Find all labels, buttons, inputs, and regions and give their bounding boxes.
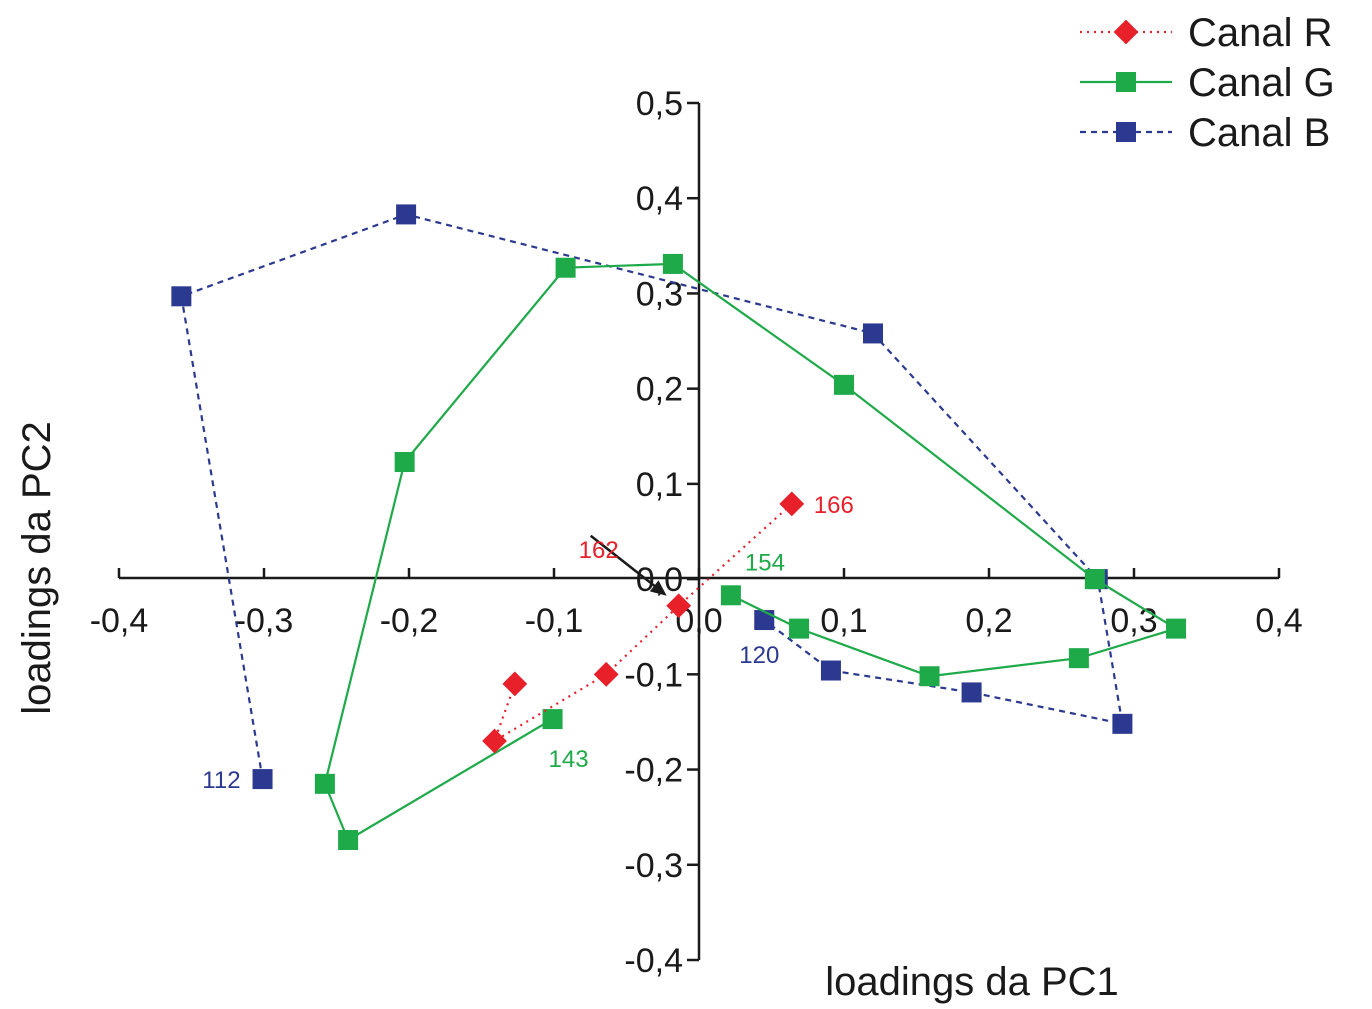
point-canal-b — [252, 769, 273, 790]
y-tick-label: 0,1 — [636, 466, 683, 504]
legend-label-canal-b: Canal B — [1188, 111, 1330, 155]
x-tick-label: 0,4 — [1255, 602, 1302, 640]
series-canal-r — [482, 491, 805, 754]
point-canal-b — [820, 660, 841, 681]
point-canal-r — [482, 728, 507, 754]
legend: Canal R Canal G Canal B — [1080, 11, 1335, 155]
x-axis-title: loadings da PC1 — [825, 960, 1119, 1004]
series-layer — [171, 204, 1187, 851]
point-canal-g — [394, 451, 415, 472]
point-canal-g — [789, 618, 810, 639]
annotation-arrowhead-162 — [649, 580, 667, 596]
legend-item-canal-g: Canal G — [1080, 61, 1335, 105]
x-tick-label: -0,3 — [235, 602, 294, 640]
x-tick-label: 0,1 — [820, 602, 867, 640]
annotation-120: 120 — [739, 642, 779, 669]
point-canal-r — [502, 671, 528, 697]
y-tick-label: -0,2 — [624, 752, 683, 790]
series-canal-g — [314, 253, 1187, 851]
axes: -0,4 -0,3 -0,2 -0,1 0,0 0,1 0,2 0,3 0,4 -0,4-0,3… — [90, 85, 1303, 980]
legend-label-canal-g: Canal G — [1188, 61, 1335, 105]
annotation-162: 162 — [579, 537, 619, 564]
annotation-166: 166 — [814, 492, 854, 519]
point-canal-r — [779, 491, 805, 517]
y-axis-title: loadings da PC2 — [15, 421, 59, 715]
x-tick-label: -0,1 — [525, 602, 584, 640]
legend-marker-canal-b — [1116, 122, 1136, 142]
annotations: 166 162 154 143 120 112 — [202, 492, 854, 794]
point-canal-g — [542, 709, 563, 730]
y-tick-label: 0,5 — [636, 85, 683, 123]
y-tick-label: -0,1 — [624, 656, 683, 694]
legend-label-canal-r: Canal R — [1188, 11, 1333, 55]
annotation-arrow-162 — [589, 534, 662, 592]
x-tick-label: 0,3 — [1110, 602, 1157, 640]
point-canal-r — [666, 593, 692, 619]
point-canal-r — [593, 661, 619, 687]
point-canal-b — [863, 323, 883, 344]
point-canal-g — [1084, 569, 1105, 590]
x-tick-label: -0,2 — [380, 602, 439, 640]
legend-marker-canal-r — [1113, 19, 1139, 45]
annotation-154: 154 — [745, 549, 785, 576]
point-canal-b — [754, 610, 775, 631]
point-canal-g — [555, 257, 576, 278]
point-canal-b — [1112, 713, 1133, 734]
y-tick-label: 0,4 — [636, 180, 683, 218]
legend-marker-canal-g — [1116, 72, 1136, 92]
annotation-112: 112 — [202, 767, 240, 794]
y-tick-label: 0,2 — [636, 371, 683, 409]
annotation-143: 143 — [549, 746, 589, 773]
legend-item-canal-b: Canal B — [1080, 111, 1330, 155]
legend-item-canal-r: Canal R — [1080, 11, 1333, 55]
y-tick-label: 0,3 — [636, 275, 683, 313]
x-tick-label: -0,4 — [90, 602, 149, 640]
point-canal-b — [961, 682, 982, 703]
y-tick-label: -0,4 — [624, 942, 683, 980]
point-canal-g — [1068, 648, 1089, 669]
point-canal-g — [314, 773, 335, 794]
y-axis-ticks: -0,4-0,3-0,2-0,10,00,10,20,30,40,5 — [624, 85, 699, 980]
y-tick-label: -0,3 — [624, 847, 683, 885]
point-canal-b — [396, 204, 417, 225]
x-tick-label: 0,2 — [965, 602, 1012, 640]
point-canal-g — [1166, 618, 1187, 639]
point-canal-g — [919, 666, 940, 687]
point-canal-g — [720, 585, 741, 606]
point-canal-g — [662, 253, 683, 274]
point-canal-g — [834, 374, 854, 395]
point-canal-b — [171, 286, 192, 307]
point-canal-g — [338, 830, 359, 851]
x-axis-ticks: -0,4 -0,3 -0,2 -0,1 0,0 0,1 0,2 0,3 0,4 — [90, 568, 1303, 640]
